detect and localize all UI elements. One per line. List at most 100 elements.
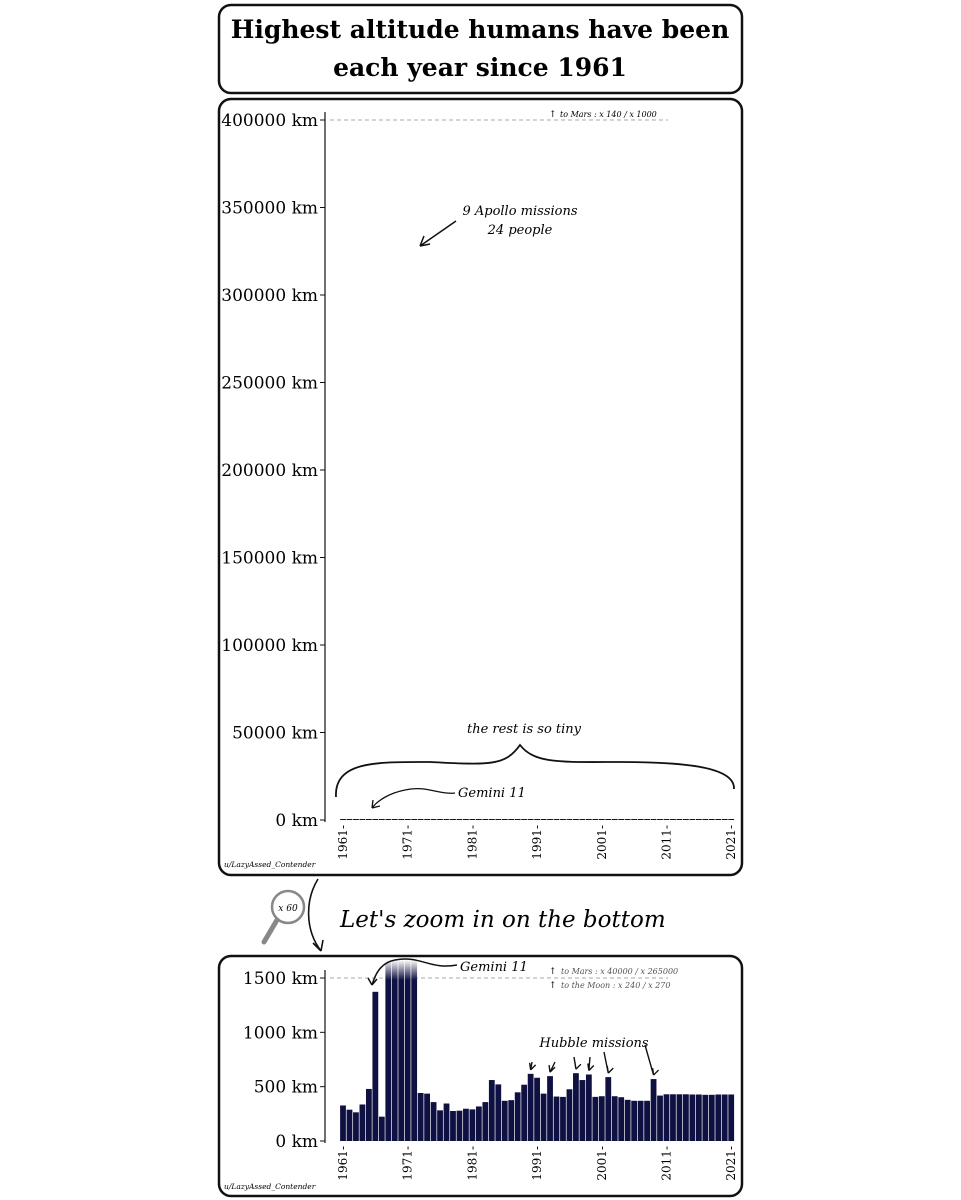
bar-2011 xyxy=(663,819,670,820)
x-tick-label: 1991- xyxy=(530,825,544,860)
bar-1990 xyxy=(527,1073,534,1141)
x-tick-label: 2001- xyxy=(595,825,609,860)
bar-2008 xyxy=(644,1100,650,1141)
y-tick-label: 300000 km xyxy=(221,286,318,306)
bar-2018 xyxy=(708,1094,715,1141)
magnifier-icon xyxy=(270,889,306,925)
bar-1987 xyxy=(508,819,515,820)
x-tick-label: 2021- xyxy=(724,825,738,860)
bar-1977 xyxy=(443,1103,450,1141)
bar-2013 xyxy=(676,819,683,820)
bar-1993 xyxy=(547,819,553,820)
bar-1963 xyxy=(353,819,359,820)
bar-1997 xyxy=(573,819,579,820)
y-tick-label: 0 km xyxy=(275,811,318,831)
x-tick-label: 1961- xyxy=(336,825,350,860)
bar-1985 xyxy=(495,1084,502,1141)
bar-1991 xyxy=(534,819,540,820)
bar-1978 xyxy=(450,819,456,820)
bottom-moon-note: to the Moon : x 240 / x 270 xyxy=(561,981,670,990)
bar-1964 xyxy=(359,1104,366,1141)
bar-2005 xyxy=(624,1099,631,1141)
gemini-annotation-bottom: Gemini 11 xyxy=(460,960,528,975)
zoom-caption: Let's zoom in on the bottom xyxy=(339,907,666,933)
bar-1974 xyxy=(424,1093,431,1141)
bar-1987 xyxy=(508,1100,515,1141)
x-tick-label: 2001- xyxy=(595,1146,609,1181)
bar-1970 xyxy=(398,960,405,1141)
bar-1990 xyxy=(527,819,534,820)
bar-2019 xyxy=(715,819,722,820)
bar-1972 xyxy=(411,819,418,820)
x-tick-label: 1971- xyxy=(401,825,415,860)
bar-1976 xyxy=(437,819,443,820)
bar-1970 xyxy=(398,819,405,820)
title-line-2: each year since 1961 xyxy=(333,53,627,82)
apollo-annotation-line-1: 9 Apollo missions xyxy=(462,204,577,219)
up-arrow-icon: ↑ xyxy=(549,967,557,977)
bar-1977 xyxy=(443,819,450,820)
top-mars-note: to Mars : x 140 / x 1000 xyxy=(560,110,657,119)
bar-2007 xyxy=(637,819,644,820)
bar-1967 xyxy=(378,1116,385,1141)
bar-1980 xyxy=(463,819,469,820)
y-tick-label: 250000 km xyxy=(221,374,318,394)
hubble-arrow xyxy=(548,1061,556,1073)
bar-1991 xyxy=(534,1077,540,1141)
bar-1966 xyxy=(372,819,379,820)
y-tick-label: 1500 km xyxy=(243,969,318,989)
curly-brace xyxy=(335,743,735,798)
bar-2000 xyxy=(592,819,599,820)
y-tick-label: 100000 km xyxy=(221,636,318,656)
bar-2015 xyxy=(689,819,696,820)
bar-2003 xyxy=(611,819,618,820)
bar-2004 xyxy=(618,1097,625,1141)
bar-1993 xyxy=(547,1076,553,1141)
bar-1989 xyxy=(521,1084,528,1141)
top-x-ticks: 1961- 1971- 1981- 1991- 2001- 2011- 2021- xyxy=(336,825,738,860)
bar-2020 xyxy=(721,819,728,820)
top-y-ticks: 0 km 50000 km 100000 km 150000 km 200000 km 2… xyxy=(221,111,325,831)
y-tick-label: 1000 km xyxy=(243,1023,318,1043)
main-chart-panel xyxy=(217,97,744,877)
bar-1971 xyxy=(404,960,411,1141)
bar-1988 xyxy=(514,819,521,820)
bar-2010 xyxy=(657,1095,663,1141)
y-tick-label: 50000 km xyxy=(232,724,318,744)
y-tick-label: 400000 km xyxy=(221,111,318,131)
bar-1972 xyxy=(411,960,418,1141)
bar-1982 xyxy=(475,819,482,820)
bar-1995 xyxy=(560,1096,566,1141)
bar-2010 xyxy=(657,819,663,820)
bar-2004 xyxy=(618,819,625,820)
bar-2001 xyxy=(598,819,605,820)
bar-2021 xyxy=(728,1094,735,1141)
bar-1996 xyxy=(566,819,573,820)
bar-1968 xyxy=(385,960,392,1141)
bar-1985 xyxy=(495,819,502,820)
credit-bottom: u/LazyAssed_Contender xyxy=(224,1182,316,1191)
x-tick-label: 2011- xyxy=(660,825,674,860)
x-tick-label: 1961- xyxy=(336,1146,350,1181)
bar-1965 xyxy=(365,1088,372,1141)
title-line-1: Highest altitude humans have been xyxy=(231,15,730,44)
hubble-arrows xyxy=(528,1044,660,1076)
bar-2015 xyxy=(689,1094,696,1141)
bar-1992 xyxy=(540,1093,547,1141)
up-arrow-icon: ↑ xyxy=(549,110,557,120)
bar-2016 xyxy=(695,1094,702,1141)
bar-1999 xyxy=(585,1074,592,1141)
bar-1984 xyxy=(488,1080,495,1141)
bottom-y-ticks: 0 km 500 km 1000 km 1500 km xyxy=(243,969,325,1152)
bar-1967 xyxy=(378,819,385,820)
bar-2001 xyxy=(598,1096,605,1141)
bar-1969 xyxy=(391,960,398,1141)
bar-2006 xyxy=(631,1100,638,1141)
up-arrow-icon: ↑ xyxy=(549,981,557,991)
bar-1965 xyxy=(365,819,372,820)
bar-1996 xyxy=(566,1089,573,1141)
bar-1975 xyxy=(430,1102,437,1141)
y-tick-label: 150000 km xyxy=(221,549,318,569)
credit-top: u/LazyAssed_Contender xyxy=(224,860,316,869)
x-tick-label: 1991- xyxy=(530,1146,544,1181)
